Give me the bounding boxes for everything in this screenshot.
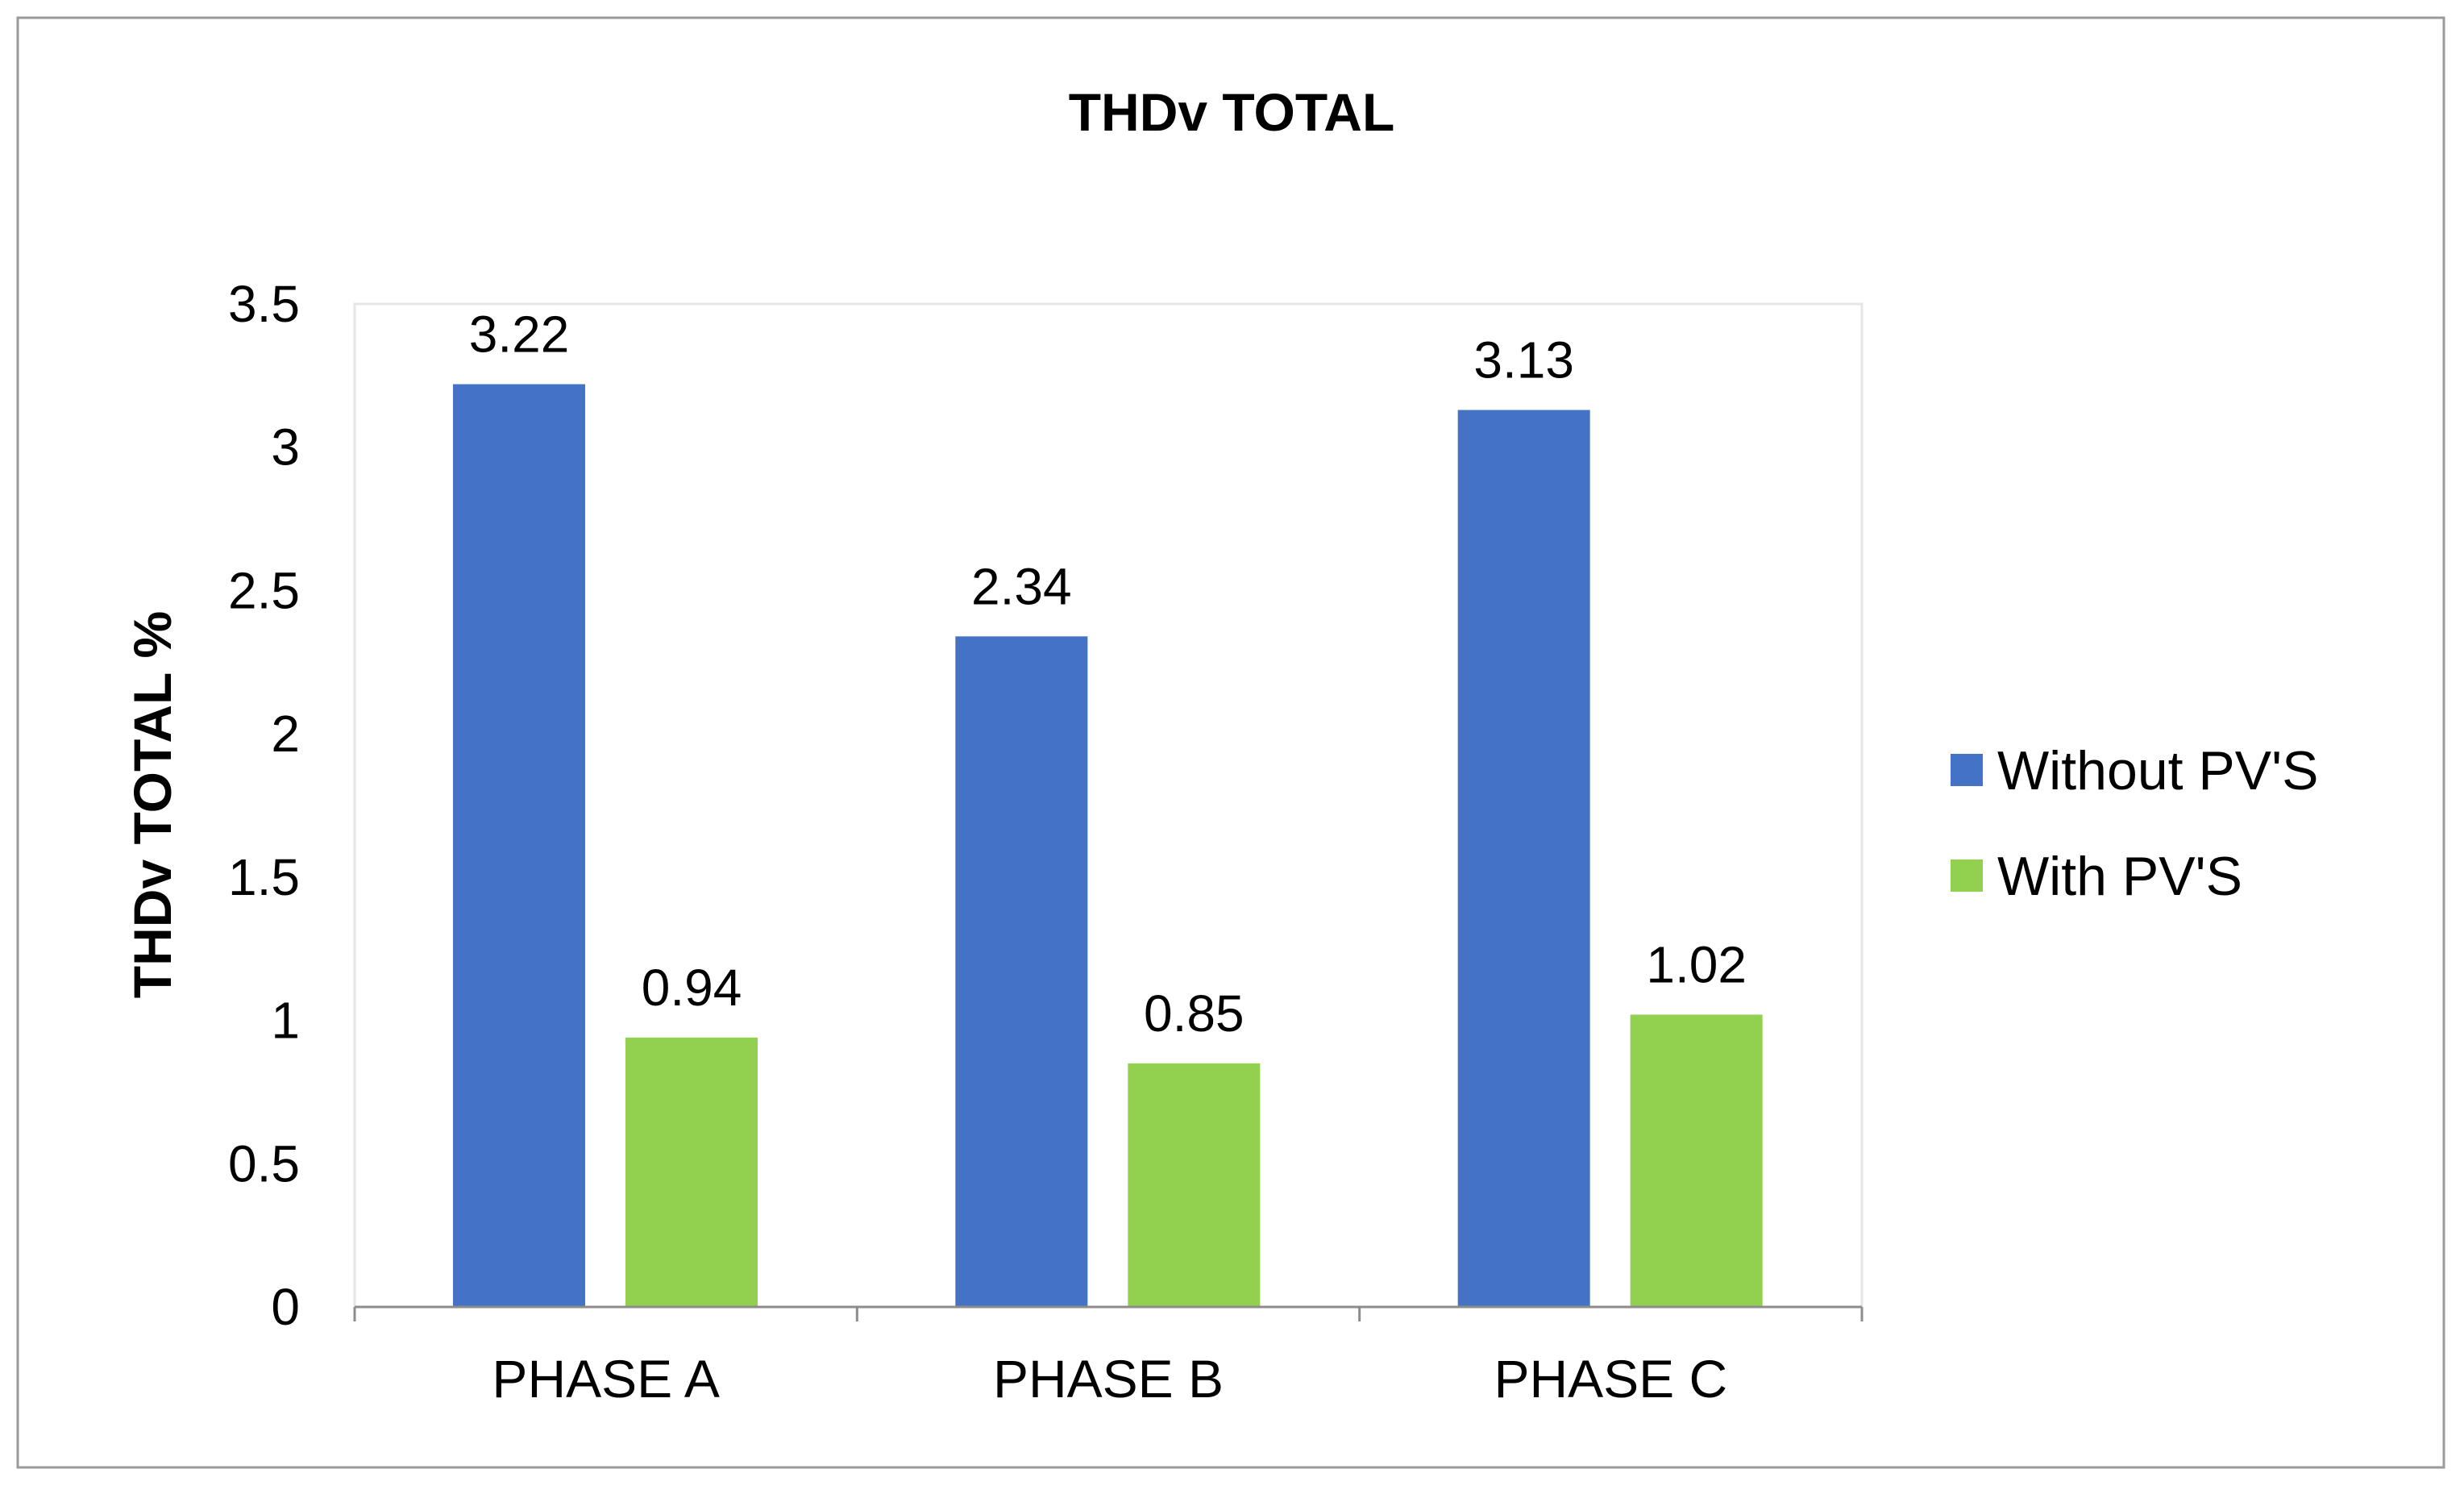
bars — [453, 384, 1763, 1308]
data-labels: 3.22 2.34 3.13 0.94 0.85 1.02 — [469, 306, 1747, 1042]
legend-label: Without PV'S — [1997, 740, 2318, 801]
y-tick-label: 3.5 — [228, 275, 300, 333]
bar-with-pvs — [625, 1037, 758, 1307]
y-tick-label: 1.5 — [228, 848, 300, 906]
legend-swatch — [1951, 859, 1983, 892]
bar-without-pvs — [1457, 410, 1590, 1308]
y-axis-label: THDv TOTAL % — [123, 611, 182, 998]
y-tick-label: 2 — [271, 705, 300, 763]
y-tick-label: 3 — [271, 418, 300, 476]
data-label: 0.85 — [1144, 984, 1244, 1042]
x-category-label: PHASE C — [1494, 1349, 1727, 1409]
legend-swatch — [1951, 754, 1983, 786]
bar-without-pvs — [955, 636, 1088, 1307]
y-tick-label: 0 — [271, 1278, 300, 1336]
bar-with-pvs — [1630, 1014, 1763, 1307]
data-label: 3.22 — [469, 306, 570, 364]
legend-label: With PV'S — [1997, 846, 2242, 907]
legend: Without PV'S With PV'S — [1951, 740, 2318, 907]
chart-title: THDv TOTAL — [1069, 82, 1395, 142]
y-tick-label: 1 — [271, 992, 300, 1050]
x-axis-ticks — [353, 1307, 1864, 1321]
data-label: 3.13 — [1473, 331, 1574, 389]
bar-with-pvs — [1128, 1063, 1261, 1307]
x-category-label: PHASE B — [993, 1349, 1224, 1409]
x-category-label: PHASE A — [492, 1349, 719, 1409]
y-axis-ticks: 0 0.5 1 1.5 2 2.5 3 3.5 — [228, 275, 300, 1336]
bar-without-pvs — [453, 384, 585, 1307]
y-tick-label: 0.5 — [228, 1134, 300, 1192]
data-label: 2.34 — [971, 557, 1072, 615]
x-axis-labels: PHASE A PHASE B PHASE C — [492, 1349, 1727, 1409]
y-tick-label: 2.5 — [228, 561, 300, 619]
data-label: 1.02 — [1646, 935, 1747, 993]
data-label: 0.94 — [642, 959, 742, 1017]
